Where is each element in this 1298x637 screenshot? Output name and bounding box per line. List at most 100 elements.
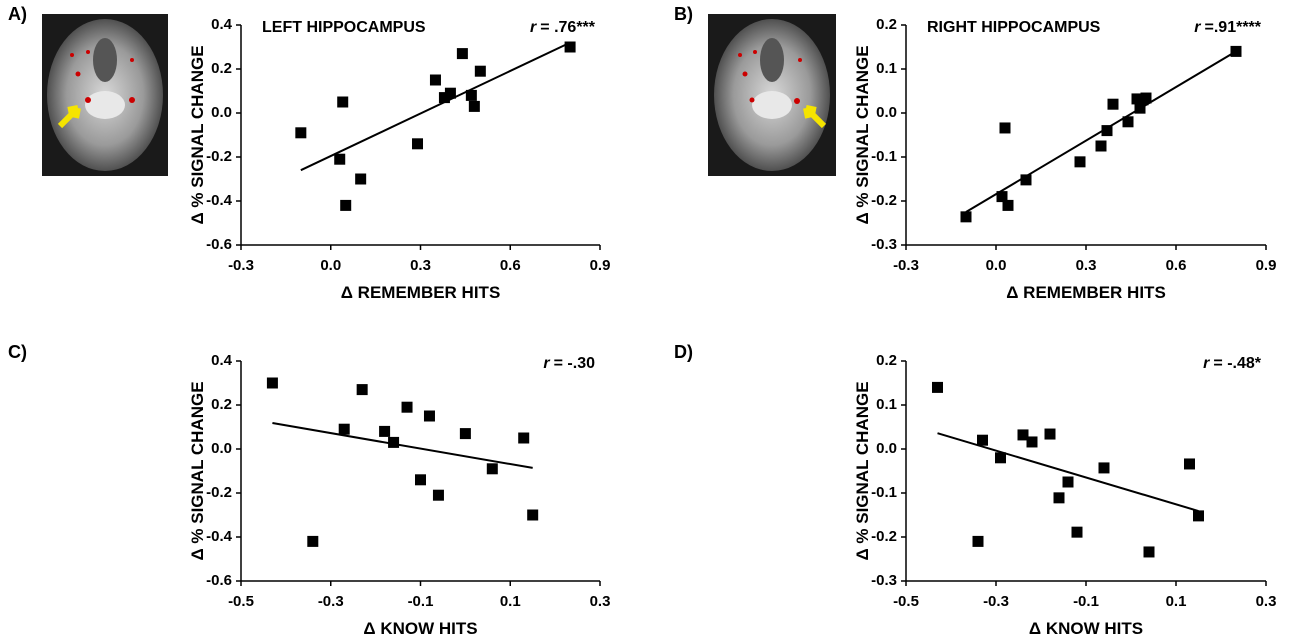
panel-label: C) [8, 342, 27, 362]
scatter-point [1096, 141, 1107, 152]
scatter-point [412, 138, 423, 149]
scatter-point [295, 127, 306, 138]
y-tick-label: 0.2 [876, 352, 897, 369]
stat-annotation: r=.91**** [1194, 19, 1262, 36]
scatter-point [430, 75, 441, 86]
x-tick-label: 0.6 [500, 257, 521, 274]
panel-title: LEFT HIPPOCAMPUS [262, 19, 426, 36]
x-tick-label: 0.6 [1166, 257, 1187, 274]
scatter-point [1021, 174, 1032, 185]
scatter-point [961, 211, 972, 222]
y-tick-label: -0.2 [206, 484, 232, 501]
y-axis-label: Δ % SIGNAL CHANGE [853, 381, 872, 560]
x-tick-label: 0.1 [500, 593, 521, 610]
y-tick-label: 0.1 [876, 60, 897, 77]
x-tick-label: -0.3 [983, 593, 1009, 610]
scatter-point [267, 378, 278, 389]
scatter-point [1027, 436, 1038, 447]
scatter-point [415, 474, 426, 485]
x-axis-label: Δ REMEMBER HITS [1006, 283, 1166, 302]
scatter-point [334, 154, 345, 165]
y-tick-label: -0.2 [206, 148, 232, 165]
scatter-point [518, 433, 529, 444]
panel-label: A) [8, 4, 27, 24]
trendline [272, 423, 532, 468]
y-tick-label: 0.4 [211, 16, 233, 33]
scatter-point [337, 97, 348, 108]
scatter-point [1193, 510, 1204, 521]
x-tick-label: -0.3 [318, 593, 344, 610]
brain-image [42, 14, 168, 176]
x-tick-label: 0.3 [1076, 257, 1097, 274]
scatter-point [1102, 125, 1113, 136]
x-tick-label: 0.9 [590, 257, 611, 274]
scatter-point [340, 200, 351, 211]
y-tick-label: 0.0 [211, 104, 232, 121]
stat-value: = -.48* [1213, 355, 1261, 372]
scatter-point [1063, 477, 1074, 488]
scatter-point [565, 42, 576, 53]
x-tick-label: -0.3 [228, 257, 254, 274]
y-tick-label: -0.3 [871, 236, 897, 253]
scatter-point [1099, 462, 1110, 473]
scatter-point [1123, 116, 1134, 127]
x-tick-label: 0.3 [590, 593, 611, 610]
stat-value: =.91**** [1205, 19, 1262, 36]
x-tick-label: 0.3 [1256, 593, 1277, 610]
stat-value: = .76*** [540, 19, 595, 36]
x-tick-label: 0.0 [320, 257, 341, 274]
panel-label: D) [674, 342, 693, 362]
scatter-point [466, 90, 477, 101]
y-tick-label: 0.2 [876, 16, 897, 33]
scatter-point [487, 463, 498, 474]
stat-annotation: r= -.30 [543, 355, 595, 372]
stat-annotation: r= .76*** [530, 19, 596, 36]
scatter-point [1072, 527, 1083, 538]
scatter-point [527, 510, 538, 521]
y-tick-label: 0.4 [211, 352, 233, 369]
scatter-point [1075, 156, 1086, 167]
y-tick-label: -0.1 [871, 148, 897, 165]
x-tick-label: 0.3 [410, 257, 431, 274]
scatter-point [355, 174, 366, 185]
y-axis-label: Δ % SIGNAL CHANGE [853, 45, 872, 224]
scatter-point [1184, 458, 1195, 469]
y-tick-label: 0.1 [876, 396, 897, 413]
scatter-point [977, 435, 988, 446]
stat-symbol: r [543, 355, 550, 372]
scatter-point [388, 437, 399, 448]
scatter-point [1045, 429, 1056, 440]
y-tick-label: -0.2 [871, 528, 897, 545]
x-tick-label: -0.1 [1073, 593, 1099, 610]
y-tick-label: -0.1 [871, 484, 897, 501]
brain-image [708, 14, 836, 176]
stat-annotation: r= -.48* [1203, 355, 1262, 372]
figure: A) -0.6 -0.4 -0.2 0.0 0.2 0.4 -0.3 0.0 0.3 0.6 0.9 Δ… [0, 0, 1298, 637]
scatter-point [402, 402, 413, 413]
y-tick-label: 0.0 [876, 104, 897, 121]
panel-title: RIGHT HIPPOCAMPUS [927, 19, 1101, 36]
y-tick-label: -0.4 [206, 192, 233, 209]
scatter-point [1231, 46, 1242, 57]
y-tick-label: -0.3 [871, 572, 897, 589]
scatter-point [357, 384, 368, 395]
x-tick-label: -0.1 [408, 593, 434, 610]
x-axis-label: Δ REMEMBER HITS [341, 283, 501, 302]
x-tick-label: 0.9 [1256, 257, 1277, 274]
y-tick-label: 0.0 [211, 440, 232, 457]
y-tick-label: -0.4 [206, 528, 233, 545]
scatter-point [932, 382, 943, 393]
trendline [938, 433, 1199, 511]
scatter-point [475, 66, 486, 77]
scatter-point [973, 536, 984, 547]
scatter-point [424, 411, 435, 422]
stat-symbol: r [1203, 355, 1210, 372]
scatter-point [1000, 122, 1011, 133]
y-tick-label: -0.6 [206, 572, 232, 589]
scatter-point [460, 428, 471, 439]
scatter-point [307, 536, 318, 547]
scatter-point [995, 452, 1006, 463]
stat-value: = -.30 [554, 355, 595, 372]
x-axis-label: Δ KNOW HITS [1029, 619, 1143, 637]
x-tick-label: 0.0 [986, 257, 1007, 274]
